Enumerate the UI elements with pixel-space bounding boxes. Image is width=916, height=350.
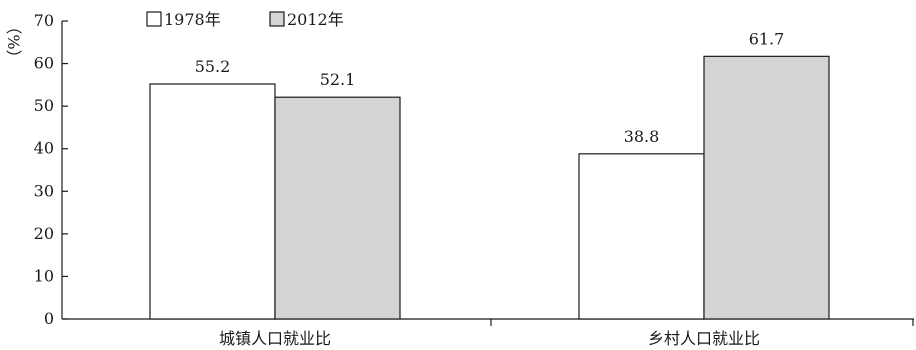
value-labels: 55.2 38.8 52.1 61.7 [195, 29, 785, 145]
y-tick-label: 20 [34, 224, 54, 243]
legend-label: 2012年 [287, 10, 344, 29]
y-axis-label: （%） [4, 18, 23, 65]
bar-series1 [578, 153, 705, 320]
y-tick-label: 60 [34, 54, 54, 73]
x-category-label: 城镇人口就业比 [219, 329, 331, 348]
data-label: 38.8 [624, 127, 660, 146]
data-label: 52.1 [320, 70, 356, 89]
x-category-label: 乡村人口就业比 [648, 329, 760, 348]
bar-series2 [274, 96, 401, 320]
y-tick-label: 70 [34, 11, 54, 30]
data-label: 61.7 [749, 29, 785, 48]
legend: 1978年 2012年 [146, 10, 344, 29]
bars [149, 55, 830, 320]
bar-series2 [703, 55, 830, 320]
y-tick-label: 40 [34, 139, 54, 158]
y-tick-label: 10 [34, 266, 54, 285]
y-axis: 0 10 20 30 40 50 60 70 [34, 11, 68, 328]
y-tick-label: 50 [34, 96, 54, 115]
y-tick-label: 30 [34, 181, 54, 200]
data-label: 55.2 [195, 57, 231, 76]
legend-label: 1978年 [164, 10, 221, 29]
y-tick-label: 0 [44, 309, 54, 328]
x-axis: 城镇人口就业比 乡村人口就业比 [62, 318, 914, 348]
legend-swatch [269, 11, 285, 27]
legend-swatch [146, 11, 162, 27]
bar-series1 [149, 83, 276, 320]
